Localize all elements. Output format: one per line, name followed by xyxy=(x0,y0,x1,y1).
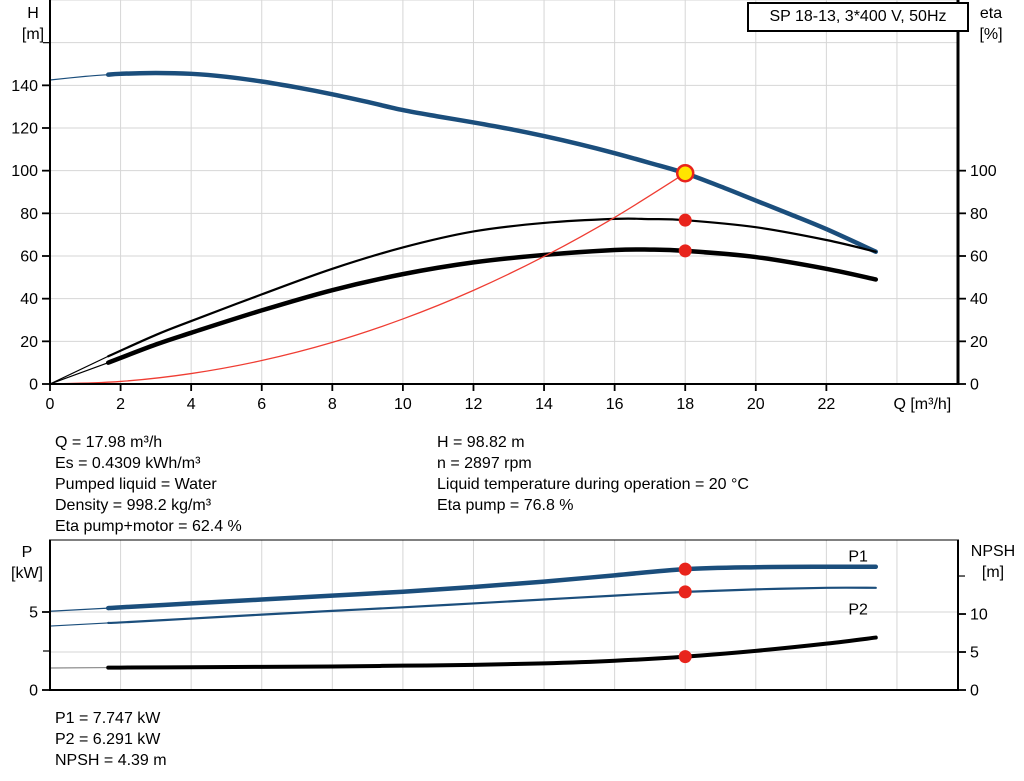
info-specific-energy: Es = 0.4309 kWh/m³ xyxy=(55,455,201,472)
svg-text:80: 80 xyxy=(970,206,988,223)
svg-text:10: 10 xyxy=(970,607,988,624)
p1-op-point xyxy=(678,562,692,576)
eta-pump-motor-curve xyxy=(49,247,879,385)
info-eta-pump: Eta pump = 76.8 % xyxy=(437,497,574,514)
head-curve xyxy=(49,70,879,254)
info-pumped-liquid: Pumped liquid = Water xyxy=(55,476,217,493)
svg-text:80: 80 xyxy=(20,206,38,223)
info-head: H = 98.82 m xyxy=(437,434,525,451)
info-density: Density = 998.2 kg/m³ xyxy=(55,497,212,514)
duty-point[interactable] xyxy=(675,163,695,183)
p2-curve-label: P2 xyxy=(848,602,868,619)
p1-curve xyxy=(49,564,879,612)
npsh-axis-label: NPSH [m] xyxy=(962,541,1024,583)
svg-text:60: 60 xyxy=(20,249,38,266)
svg-text:18: 18 xyxy=(676,396,694,413)
svg-text:6: 6 xyxy=(257,396,266,413)
eta-axis-unit: [%] xyxy=(979,26,1003,43)
eta-axis-symbol: eta xyxy=(979,5,1003,22)
svg-text:0: 0 xyxy=(29,683,38,700)
p-axis-symbol: P xyxy=(21,544,33,561)
svg-text:60: 60 xyxy=(970,249,988,266)
h-axis-label: H [m] xyxy=(11,3,55,45)
npsh-axis-unit: [m] xyxy=(981,564,1005,581)
duty-info-right: H = 98.82 m n = 2897 rpm Liquid temperat… xyxy=(437,432,749,516)
svg-text:40: 40 xyxy=(20,291,38,308)
svg-text:12: 12 xyxy=(465,396,483,413)
info-p1: P1 = 7.747 kW xyxy=(55,710,161,727)
pq-axes: 0 5 0 5 10 xyxy=(29,539,988,700)
svg-text:10: 10 xyxy=(394,396,412,413)
pump-title-box: SP 18-13, 3*400 V, 50Hz xyxy=(747,2,969,32)
p2-curve xyxy=(49,586,877,627)
info-p2: P2 = 6.291 kW xyxy=(55,731,161,748)
svg-text:0: 0 xyxy=(29,377,38,394)
h-axis-unit: [m] xyxy=(21,26,45,43)
svg-text:100: 100 xyxy=(970,163,997,180)
svg-text:40: 40 xyxy=(970,291,988,308)
eta-pump-motor-op-point xyxy=(678,244,692,258)
info-eta-pump-motor: Eta pump+motor = 62.4 % xyxy=(55,518,242,535)
svg-text:0: 0 xyxy=(970,683,979,700)
p-axis-unit: [kW] xyxy=(11,565,43,582)
system-curve xyxy=(49,172,686,385)
svg-text:100: 100 xyxy=(11,163,38,180)
svg-text:Q [m³/h]: Q [m³/h] xyxy=(893,396,951,413)
hq-gridlines xyxy=(50,0,958,384)
svg-text:16: 16 xyxy=(606,396,624,413)
svg-text:2: 2 xyxy=(116,396,125,413)
p-axis-label: P [kW] xyxy=(5,542,49,584)
svg-text:22: 22 xyxy=(817,396,835,413)
info-speed: n = 2897 rpm xyxy=(437,455,532,472)
svg-text:20: 20 xyxy=(20,334,38,351)
svg-text:20: 20 xyxy=(747,396,765,413)
p2-op-point xyxy=(678,585,692,599)
power-info: P1 = 7.747 kW P2 = 6.291 kW NPSH = 4.39 … xyxy=(55,708,167,771)
hq-axes: 0 20 40 60 80 100 120 140 0 20 40 60 80 100 0 2 4 6 8 10 12 1… xyxy=(11,0,997,413)
h-axis-symbol: H xyxy=(27,5,39,22)
info-liquid-temperature: Liquid temperature during operation = 20… xyxy=(437,476,749,493)
npsh-curve xyxy=(49,635,878,670)
p1-curve-label: P1 xyxy=(848,549,868,566)
svg-text:120: 120 xyxy=(11,121,38,138)
eta-axis-label: eta [%] xyxy=(968,3,1014,45)
svg-text:0: 0 xyxy=(970,377,979,394)
svg-text:0: 0 xyxy=(46,396,55,413)
npsh-axis-symbol: NPSH xyxy=(970,543,1016,560)
svg-text:14: 14 xyxy=(535,396,553,413)
head-efficiency-chart: 0 20 40 60 80 100 120 140 0 20 40 60 80 100 0 2 4 6 8 10 12 1… xyxy=(11,0,997,413)
svg-text:140: 140 xyxy=(11,78,38,95)
npsh-op-point xyxy=(678,650,692,664)
info-flow: Q = 17.98 m³/h xyxy=(55,434,163,451)
svg-text:4: 4 xyxy=(187,396,196,413)
svg-text:5: 5 xyxy=(970,645,979,662)
eta-pump-curve xyxy=(49,217,877,385)
info-npsh: NPSH = 4.39 m xyxy=(55,752,167,769)
svg-text:20: 20 xyxy=(970,334,988,351)
power-npsh-chart: 0 5 0 5 10 P1 P2 xyxy=(29,539,988,700)
duty-info-left: Q = 17.98 m³/h Es = 0.4309 kWh/m³ Pumped… xyxy=(55,432,242,537)
svg-text:8: 8 xyxy=(328,396,337,413)
eta-pump-op-point xyxy=(678,213,692,227)
svg-text:5: 5 xyxy=(29,604,38,621)
